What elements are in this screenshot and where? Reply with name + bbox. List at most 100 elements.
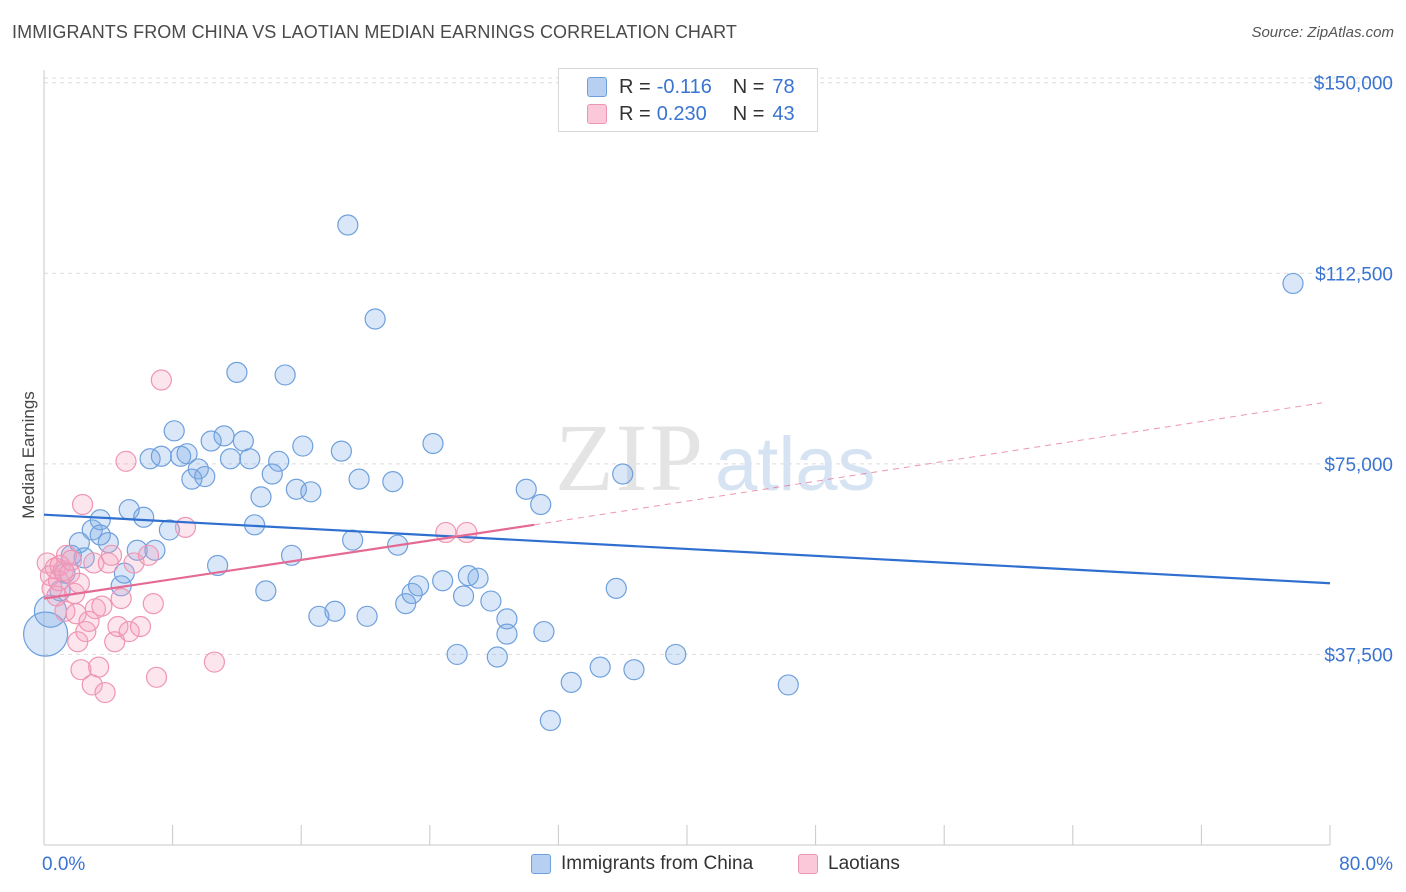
y-tick-label: $112,500 [1315,264,1393,285]
legend-row-china: R = -0.116 N = 78 [587,74,795,100]
trend-line-laotians-extension [534,402,1323,526]
data-point-china [219,448,242,470]
data-point-china [612,463,634,485]
data-point-china [533,620,555,643]
data-point-china [213,425,235,447]
watermark-zip: ZIP [555,404,705,511]
data-point-china [422,432,444,455]
data-point-china [452,585,475,607]
data-point-laotian [107,615,129,638]
data-point-china [163,420,185,442]
y-tick-label: $37,500 [1324,645,1393,666]
series-laotians [36,369,478,704]
data-point-laotian [203,651,225,673]
data-point-laotian [456,521,478,544]
data-point-china [395,593,417,615]
data-point-china [623,659,645,681]
x-tick-label: 0.0% [42,854,85,875]
bottom-legend-laotians: Laotians [798,852,900,876]
data-point-china [176,443,198,465]
legend-r-value: 0.230 [656,102,707,125]
data-point-china [158,519,180,541]
data-point-china [560,671,582,693]
data-point-china [480,590,502,612]
data-point-china [467,567,489,589]
data-point-laotian [110,587,132,610]
data-point-china [126,539,148,561]
data-point-china [446,643,468,666]
data-point-laotian [70,659,92,681]
axes [43,70,1331,846]
data-point-china [250,486,272,508]
data-point-laotian [145,666,168,688]
data-point-china [539,709,561,732]
legend-n-value: 43 [772,102,795,125]
watermark-atlas: atlas [715,422,876,507]
stats-legend: R = -0.116 N = 78 R = 0.230 N = 43 [558,68,818,132]
data-point-laotian [94,681,116,704]
legend-n-value: 78 [772,75,795,98]
data-point-laotian [78,610,100,632]
data-point-china [274,364,296,386]
data-point-laotian [150,369,172,391]
data-point-china [356,605,378,627]
bottom-legend-swatch-blue [531,854,551,874]
y-axis-label: Median Earnings [19,391,38,519]
data-point-china [261,463,283,485]
data-point-laotian [91,595,113,617]
legend-n-label: N = [732,75,765,98]
data-point-china [308,605,330,627]
data-point-china [207,554,229,577]
bottom-legend-china: Immigrants from China [531,852,753,876]
source-note: Source: ZipAtlas.com [1251,24,1394,41]
data-point-china [665,643,687,666]
data-point-laotian [100,544,123,566]
data-point-china [292,435,314,457]
data-point-china [226,361,248,383]
data-point-laotian [142,593,164,615]
data-point-china [194,465,216,488]
data-point-laotian [118,620,140,643]
legend-swatch-blue [587,77,607,97]
bottom-legend-swatch-pink [798,854,818,874]
legend-row-laotians: R = 0.230 N = 43 [587,101,795,127]
data-point-china [589,656,611,678]
y-tick-label: $75,000 [1324,455,1393,476]
x-tick-label: 80.0% [1339,854,1393,875]
tick-labels: $37,500 $75,000 $112,500 $150,000 0.0% 80.0% [42,74,1393,875]
legend-r-value: -0.116 [656,75,712,98]
data-point-china [382,471,404,493]
data-point-china [364,308,386,330]
data-point-laotian [47,570,70,592]
data-point-china [181,468,203,490]
data-point-china [133,506,155,528]
data-point-china [496,608,518,630]
chart-title: IMMIGRANTS FROM CHINA VS LAOTIAN MEDIAN … [12,22,738,42]
data-point-china [255,580,277,602]
data-point-china [337,214,359,236]
data-point-laotian [68,572,90,594]
bottom-legend-label-laotians: Laotians [828,853,900,874]
data-point-china [530,493,552,516]
data-point-china [1282,272,1304,295]
data-point-china [89,524,111,546]
bottom-legend-label-china: Immigrants from China [561,853,754,874]
legend-n-label: N = [732,102,765,125]
data-point-laotian [60,549,82,572]
trend-line-china [43,513,1331,585]
trend-line-laotians [43,523,535,600]
data-point-china [324,600,346,622]
data-point-china [486,646,508,668]
data-point-laotian [83,552,105,574]
trend-lines [43,402,1331,600]
data-point-laotian [137,544,160,566]
data-point-china [348,468,370,490]
data-point-laotian [174,516,197,538]
data-point-china [150,445,172,467]
data-point-laotian [71,493,94,516]
data-point-china [23,611,69,657]
data-point-china [73,547,95,569]
data-point-china [200,430,222,452]
legend-r-label: R = [619,102,651,125]
